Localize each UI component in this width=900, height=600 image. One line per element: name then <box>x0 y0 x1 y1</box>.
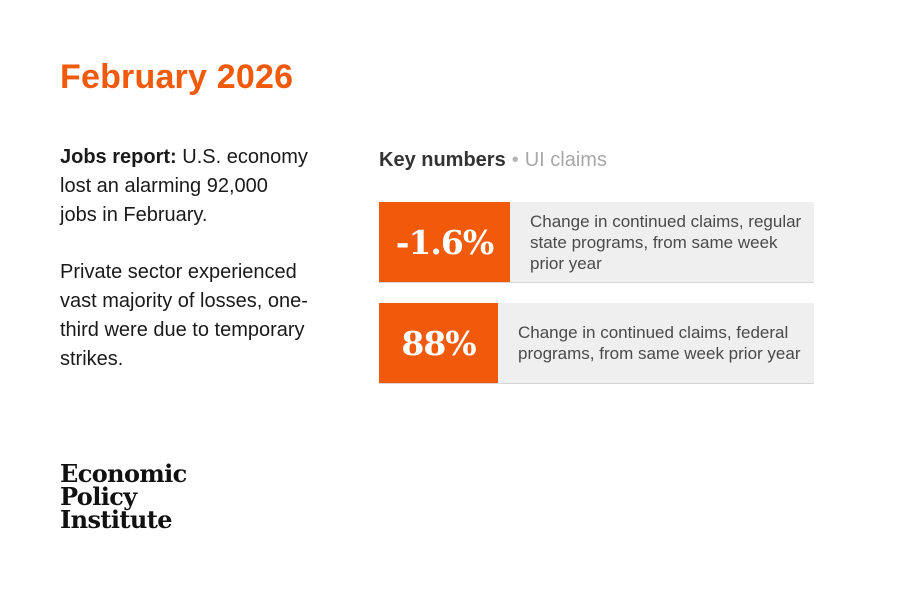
stat-description: Change in continued claims, federal prog… <box>518 323 801 363</box>
stat-value: -1.6% <box>379 202 510 282</box>
jobs-report-paragraph: Jobs report: U.S. economy lost an alarmi… <box>60 143 310 230</box>
page-title: February 2026 <box>60 58 294 96</box>
logo-line-economic: Economic <box>60 459 187 488</box>
logo-line-institute: Institute <box>60 505 172 534</box>
stat-card-state-claims: -1.6% Change in continued claims, regula… <box>379 202 814 283</box>
key-numbers-sublabel: UI claims <box>524 149 607 171</box>
header-separator: • <box>511 149 519 171</box>
jobs-report-lead: Jobs report: <box>60 146 177 168</box>
logo-line-policy: Policy <box>60 482 137 511</box>
stat-description: Change in continued claims, regular stat… <box>530 211 802 273</box>
epi-logo: Economic Policy Institute <box>60 459 187 534</box>
stat-value: 88% <box>379 303 498 383</box>
jobs-report-text: U.S. economy lost an alarming 92,000 job… <box>60 146 308 226</box>
key-numbers-header: Key numbers • UI claims <box>379 149 607 172</box>
stat-card-federal-claims: 88% Change in continued claims, federal … <box>379 303 814 384</box>
private-sector-paragraph: Private sector experienced vast majority… <box>60 261 308 370</box>
key-numbers-label: Key numbers <box>379 149 506 171</box>
summary-text: Jobs report: U.S. economy lost an alarmi… <box>60 143 310 402</box>
